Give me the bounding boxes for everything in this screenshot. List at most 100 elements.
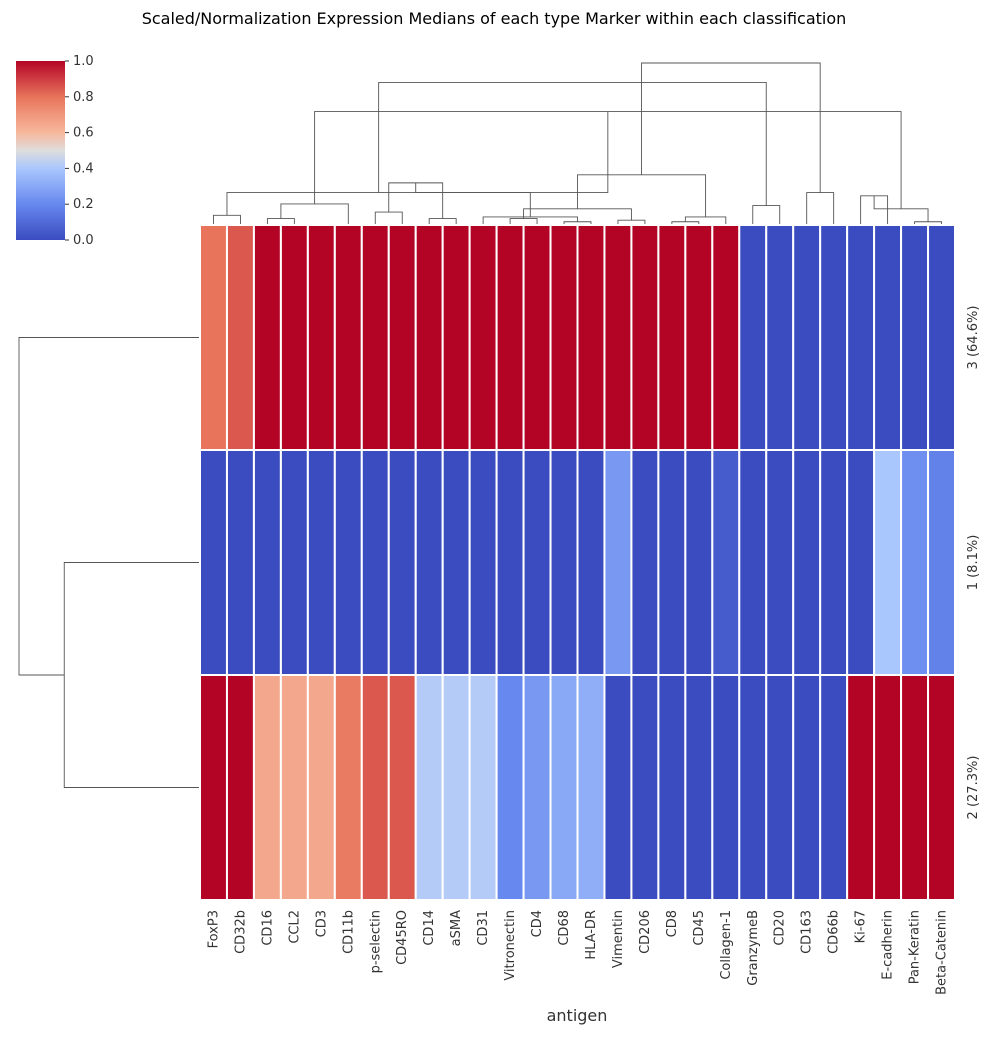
heatmap-cell: [711, 224, 741, 451]
colorbar-tick-label: 1.0: [73, 54, 94, 69]
heatmap-cell: [225, 674, 255, 901]
heatmap-cell: [657, 224, 687, 451]
heatmap-cell: [576, 449, 606, 676]
heatmap-cell: [495, 674, 525, 901]
heatmap-cell: [333, 674, 363, 901]
column-label: p-selectin: [368, 910, 383, 973]
heatmap-cell: [522, 224, 552, 451]
heatmap-cell: [900, 224, 930, 451]
column-label: CD31: [476, 910, 491, 946]
heatmap-cell: [873, 224, 903, 451]
heatmap-cell: [387, 224, 417, 451]
heatmap-cell: [684, 674, 714, 901]
colorbar-tick-label: 0.4: [73, 161, 94, 176]
heatmap-cell: [765, 449, 795, 676]
column-label: FoxP3: [206, 910, 221, 948]
colorbar: 0.0 0.2 0.4 0.6 0.8 1.0: [16, 54, 94, 248]
heatmap-cell: [252, 449, 282, 676]
heatmap-cell: [738, 674, 768, 901]
heatmap-cell: [225, 224, 255, 451]
heatmap-cells: [199, 224, 956, 901]
heatmap-cell: [846, 224, 876, 451]
dendrogram-link: [374, 211, 403, 225]
heatmap-cell: [792, 224, 822, 451]
heatmap-cell: [603, 449, 633, 676]
heatmap-cell: [199, 224, 228, 451]
column-label: CD206: [638, 910, 653, 954]
heatmap-cell: [927, 449, 956, 676]
column-labels: FoxP3 CD32b CD16 CCL2 CD3 CD11b p-selectin CD45…: [206, 910, 949, 995]
heatmap-cell: [360, 674, 390, 901]
heatmap-cell: [711, 449, 741, 676]
heatmap-cell: [819, 674, 849, 901]
column-label: CD3: [314, 910, 329, 937]
heatmap-cell: [360, 449, 390, 676]
column-label: Pan-Keratin: [908, 910, 923, 984]
heatmap-cell: [387, 449, 417, 676]
heatmap-cell: [549, 674, 579, 901]
colorbar-tick-label: 0.6: [73, 126, 94, 141]
heatmap-cell: [900, 449, 930, 676]
heatmap-cell: [468, 674, 498, 901]
heatmap-cell: [657, 449, 687, 676]
column-label: CD45RO: [395, 910, 410, 965]
heatmap-cell: [199, 449, 228, 676]
heatmap-cell: [846, 674, 876, 901]
heatmap-cell: [225, 449, 255, 676]
heatmap-cell: [333, 449, 363, 676]
heatmap-cell: [576, 674, 606, 901]
column-label: Collagen-1: [719, 910, 734, 980]
heatmap-cell: [306, 449, 336, 676]
heatmap-cell: [765, 674, 795, 901]
column-label: CD11b: [341, 910, 356, 954]
heatmap-cell: [819, 449, 849, 676]
column-label: GranzymeB: [746, 910, 761, 986]
heatmap-cell: [522, 449, 552, 676]
colorbar-tick-label: 0.2: [73, 197, 94, 212]
heatmap-cell: [387, 674, 417, 901]
x-axis-label: antigen: [547, 1006, 608, 1025]
column-label: E-cadherin: [881, 910, 896, 980]
heatmap-cell: [738, 449, 768, 676]
chart-title: Scaled/Normalization Expression Medians …: [142, 9, 847, 28]
row-label: 1 (8.1%): [966, 535, 981, 591]
heatmap-cell: [441, 224, 471, 451]
heatmap-cell: [279, 674, 309, 901]
heatmap-cell: [792, 449, 822, 676]
column-label: Vitronectin: [503, 910, 518, 981]
heatmap-cell: [199, 674, 228, 901]
column-label: CD8: [665, 910, 680, 937]
heatmap-cell: [333, 224, 363, 451]
heatmap-cell: [630, 449, 660, 676]
column-label: CD45: [692, 910, 707, 946]
column-label: CD20: [773, 910, 788, 946]
column-label: HLA-DR: [584, 910, 599, 960]
heatmap-cell: [873, 674, 903, 901]
column-label: CD68: [557, 910, 572, 946]
colorbar-tick-label: 0.0: [73, 233, 94, 248]
row-label: 3 (64.6%): [966, 306, 981, 370]
column-label: Beta-Catenin: [935, 910, 950, 995]
heatmap-cell: [900, 674, 930, 901]
dendrogram-link: [684, 216, 727, 225]
heatmap-cell: [414, 224, 444, 451]
heatmap-cell: [927, 224, 956, 451]
dendrogram-link: [806, 192, 835, 225]
dendrogram-link: [577, 174, 707, 217]
row-dendrogram: [18, 337, 200, 788]
column-label: CD32b: [233, 910, 248, 954]
dendrogram-link: [18, 337, 200, 676]
heatmap-cell: [684, 224, 714, 451]
row-labels: 3 (64.6%) 1 (8.1%) 2 (27.3%): [966, 306, 981, 820]
heatmap-cell: [468, 224, 498, 451]
dendrogram-link: [226, 192, 531, 217]
heatmap-cell: [603, 674, 633, 901]
heatmap-cell: [738, 224, 768, 451]
heatmap-cell: [441, 449, 471, 676]
heatmap-cell: [873, 449, 903, 676]
heatmap-cell: [927, 674, 956, 901]
heatmap-cell: [441, 674, 471, 901]
heatmap-cell: [468, 449, 498, 676]
heatmap-cell: [306, 674, 336, 901]
